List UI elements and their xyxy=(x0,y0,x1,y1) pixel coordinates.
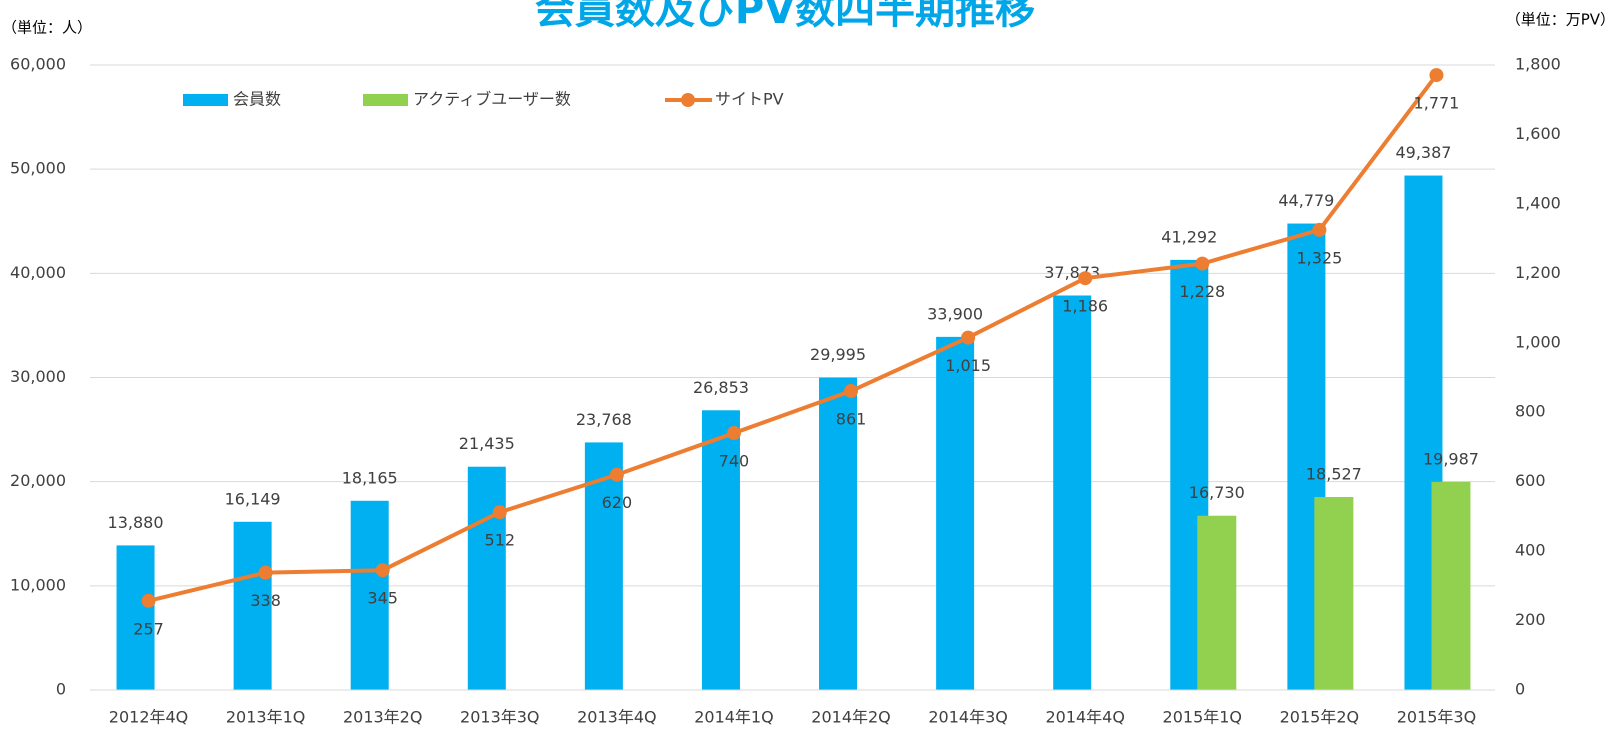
bar xyxy=(936,336,975,690)
bar-value-label: 23,768 xyxy=(576,410,632,429)
line-point xyxy=(1195,256,1210,271)
line-value-label: 338 xyxy=(250,591,281,610)
y2-tick-label: 400 xyxy=(1515,541,1546,560)
y-unit-label: （単位：人） xyxy=(2,19,92,37)
legend-label: アクティブユーザー数 xyxy=(413,90,571,109)
bar xyxy=(233,521,272,690)
x-tick-label: 2013年2Q xyxy=(343,708,423,727)
line-value-label: 1,228 xyxy=(1179,282,1225,301)
line-point xyxy=(141,593,156,608)
bar-value-label: 19,987 xyxy=(1423,449,1479,468)
legend-label: サイトPV xyxy=(715,90,784,109)
line-point xyxy=(1312,222,1327,237)
x-tick-label: 2015年1Q xyxy=(1163,708,1243,727)
bar xyxy=(1197,515,1237,690)
x-tick-label: 2014年4Q xyxy=(1045,708,1125,727)
line-point xyxy=(961,330,976,345)
bar-value-label: 33,900 xyxy=(927,304,983,323)
bar xyxy=(350,500,389,690)
x-tick-label: 2012年4Q xyxy=(109,708,189,727)
y-tick-label: 30,000 xyxy=(10,367,66,386)
y2-tick-label: 1,800 xyxy=(1515,55,1561,74)
line-point xyxy=(844,384,859,399)
x-tick-label: 2014年3Q xyxy=(928,708,1008,727)
x-tick-label: 2013年4Q xyxy=(577,708,657,727)
y-tick-label: 40,000 xyxy=(10,263,66,282)
bar xyxy=(1431,481,1471,690)
bar-value-label: 21,435 xyxy=(459,434,515,453)
y2-tick-label: 1,000 xyxy=(1515,332,1561,351)
line-point xyxy=(1078,271,1093,286)
line-value-label: 345 xyxy=(367,589,398,608)
y2-tick-label: 1,200 xyxy=(1515,263,1561,282)
bar-value-label: 44,779 xyxy=(1278,191,1334,210)
y-tick-label: 10,000 xyxy=(10,575,66,594)
line-value-label: 1,015 xyxy=(945,356,991,375)
legend-swatch xyxy=(363,94,408,106)
x-tick-label: 2014年2Q xyxy=(811,708,891,727)
x-tick-label: 2015年2Q xyxy=(1280,708,1360,727)
bar xyxy=(1314,497,1354,690)
chart-title: 会員数及びPV数四半期推移 xyxy=(535,0,1035,33)
line-point xyxy=(258,565,273,580)
line-point xyxy=(726,426,741,441)
y2-tick-label: 200 xyxy=(1515,610,1546,629)
bar xyxy=(819,377,858,690)
line-value-label: 861 xyxy=(836,410,867,429)
bar-value-label: 49,387 xyxy=(1395,143,1451,162)
line-value-label: 620 xyxy=(602,493,633,512)
line-point xyxy=(609,467,624,482)
line-value-label: 512 xyxy=(485,531,516,550)
legend-swatch xyxy=(681,93,695,107)
line xyxy=(148,73,1439,603)
x-tick-label: 2014年1Q xyxy=(694,708,774,727)
y-tick-label: 20,000 xyxy=(10,471,66,490)
y-tick-label: 0 xyxy=(56,680,66,699)
y2-unit-label: （単位：万PV） xyxy=(1506,11,1615,29)
bar xyxy=(1053,295,1092,690)
line-value-label: 740 xyxy=(719,452,750,471)
y-tick-label: 50,000 xyxy=(10,159,66,178)
x-tick-label: 2015年3Q xyxy=(1397,708,1477,727)
line-point xyxy=(1429,68,1444,83)
bar xyxy=(701,410,740,690)
bar xyxy=(116,545,155,690)
bar xyxy=(467,466,506,690)
y2-tick-label: 0 xyxy=(1515,680,1525,699)
bar-value-label: 18,165 xyxy=(342,468,398,487)
x-tick-label: 2013年1Q xyxy=(226,708,306,727)
bar-value-label: 18,527 xyxy=(1306,465,1362,484)
y2-tick-label: 600 xyxy=(1515,471,1546,490)
y2-tick-label: 1,600 xyxy=(1515,124,1561,143)
bar-value-label: 26,853 xyxy=(693,378,749,397)
bar-value-label: 16,149 xyxy=(225,489,281,508)
y2-tick-label: 1,400 xyxy=(1515,193,1561,212)
bar-value-label: 29,995 xyxy=(810,345,866,364)
x-tick-label: 2013年3Q xyxy=(460,708,540,727)
line-point xyxy=(492,505,507,520)
legend-label: 会員数 xyxy=(233,90,281,109)
line-value-label: 1,325 xyxy=(1296,248,1342,267)
bar-value-label: 41,292 xyxy=(1161,227,1217,246)
y-tick-label: 60,000 xyxy=(10,55,66,74)
line-value-label: 1,186 xyxy=(1062,297,1108,316)
y2-tick-label: 800 xyxy=(1515,402,1546,421)
line-point xyxy=(375,563,390,578)
line-value-label: 1,771 xyxy=(1414,94,1460,113)
line-value-label: 257 xyxy=(133,619,164,638)
bar-value-label: 13,880 xyxy=(108,513,164,532)
legend-swatch xyxy=(183,94,228,106)
bar-value-label: 16,730 xyxy=(1189,483,1245,502)
